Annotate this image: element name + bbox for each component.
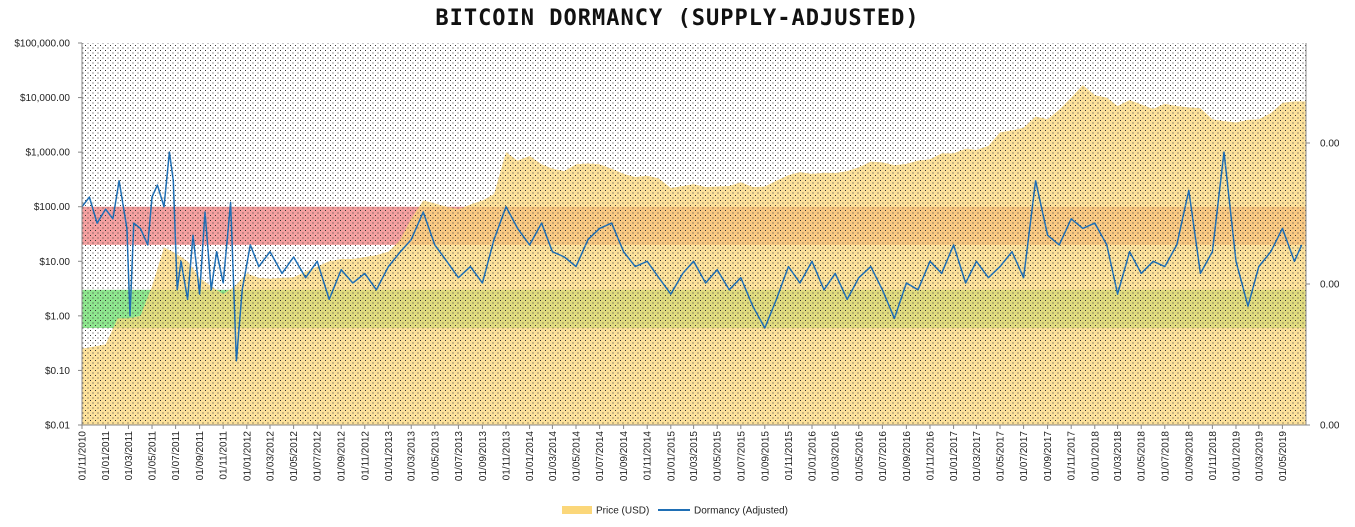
x-tick-label: 01/07/2012 (313, 431, 324, 481)
legend: Price (USD) Dormancy (Adjusted) (562, 506, 788, 517)
x-tick-label: 01/05/2011 (148, 431, 159, 481)
x-tick-label: 01/09/2013 (478, 431, 489, 481)
x-tick-label: 01/11/2018 (1208, 431, 1219, 481)
x-tick-label: 01/01/2014 (525, 431, 536, 481)
x-tick-label: 01/05/2013 (430, 431, 441, 481)
x-tick-label: 01/03/2016 (831, 431, 842, 481)
x-tick-label: 01/11/2010 (78, 431, 89, 481)
y-tick-label: $100,000.00 (14, 39, 70, 50)
x-tick-label: 01/03/2012 (266, 431, 277, 481)
x-tick-label: 01/09/2014 (619, 431, 630, 481)
legend-label-dormancy: Dormancy (Adjusted) (694, 506, 788, 517)
x-tick-label: 01/01/2011 (101, 431, 112, 481)
x-tick-label: 01/01/2012 (242, 431, 253, 481)
x-tick-label: 01/05/2012 (289, 431, 300, 481)
dormancy-line (82, 151, 1303, 362)
x-tick-label: 01/07/2013 (454, 431, 465, 481)
y-tick-label: $0.01 (45, 421, 70, 432)
x-tick-label: 01/05/2017 (996, 431, 1007, 481)
x-tick-label: 01/09/2011 (195, 431, 206, 481)
secondary-y-axis-ticks: 0.00 0.00 0.00 (1306, 139, 1340, 432)
x-tick-label: 01/09/2017 (1043, 431, 1054, 481)
x-tick-label: 01/07/2016 (878, 431, 889, 481)
x-tick-label: 01/07/2014 (595, 431, 606, 481)
x-tick-label: 01/11/2013 (502, 431, 513, 481)
dot-overlay (82, 43, 1306, 425)
x-tick-label: 01/11/2016 (926, 431, 937, 481)
x-tick-label: 01/01/2015 (666, 431, 677, 481)
x-tick-label: 01/03/2019 (1254, 431, 1265, 481)
y2-tick-label: 0.00 (1320, 421, 1340, 432)
y-tick-label: $10,000.00 (20, 93, 70, 104)
x-tick-label: 01/01/2018 (1090, 431, 1101, 481)
legend-swatch-price (562, 506, 592, 514)
y-tick-label: $1,000.00 (26, 148, 71, 159)
x-tick-label: 01/05/2019 (1278, 431, 1289, 481)
x-tick-label: 01/11/2012 (360, 431, 371, 481)
x-tick-label: 01/05/2015 (713, 431, 724, 481)
x-tick-label: 01/09/2018 (1184, 431, 1195, 481)
y-tick-label: $10.00 (39, 257, 70, 268)
x-axis-ticks: 01/11/2010 01/01/2011 01/03/2011 01/05/2011… (78, 425, 1289, 481)
y-tick-label: $1.00 (45, 311, 70, 322)
x-tick-label: 01/03/2011 (124, 431, 135, 481)
y2-tick-label: 0.00 (1320, 280, 1340, 291)
y-tick-label: $0.10 (45, 366, 70, 377)
x-tick-label: 01/05/2018 (1137, 431, 1148, 481)
dormancy-line-path (82, 151, 1303, 362)
chart-title: BITCOIN DORMANCY (SUPPLY-ADJUSTED) (435, 6, 920, 31)
x-tick-label: 01/01/2017 (949, 431, 960, 481)
x-tick-label: 01/03/2018 (1113, 431, 1124, 481)
x-tick-label: 01/01/2016 (808, 431, 819, 481)
x-tick-label: 01/11/2014 (643, 431, 654, 481)
x-tick-label: 01/11/2015 (784, 431, 795, 481)
x-tick-label: 01/07/2018 (1160, 431, 1171, 481)
x-tick-label: 01/11/2017 (1067, 431, 1078, 481)
x-tick-label: 01/11/2011 (219, 431, 230, 480)
x-tick-label: 01/07/2015 (736, 431, 747, 481)
x-tick-label: 01/01/2013 (384, 431, 395, 481)
y2-tick-label: 0.00 (1320, 139, 1340, 150)
x-tick-label: 01/05/2014 (572, 431, 583, 481)
x-tick-label: 01/03/2013 (407, 431, 418, 481)
x-tick-label: 01/01/2019 (1232, 431, 1243, 481)
x-tick-label: 01/03/2014 (548, 431, 559, 481)
x-tick-label: 01/07/2017 (1019, 431, 1030, 481)
dot-texture (82, 43, 1306, 425)
y-tick-label: $100.00 (34, 202, 71, 213)
legend-label-price: Price (USD) (596, 506, 649, 517)
x-tick-label: 01/09/2016 (902, 431, 913, 481)
x-tick-label: 01/09/2015 (760, 431, 771, 481)
x-tick-label: 01/09/2012 (337, 431, 348, 481)
x-tick-label: 01/03/2015 (689, 431, 700, 481)
x-tick-label: 01/07/2011 (171, 431, 182, 481)
x-tick-label: 01/05/2016 (854, 431, 865, 481)
x-tick-label: 01/03/2017 (972, 431, 983, 481)
y-axis-ticks: $100,000.00 $10,000.00 $1,000.00 $100.00 $10… (14, 39, 82, 432)
